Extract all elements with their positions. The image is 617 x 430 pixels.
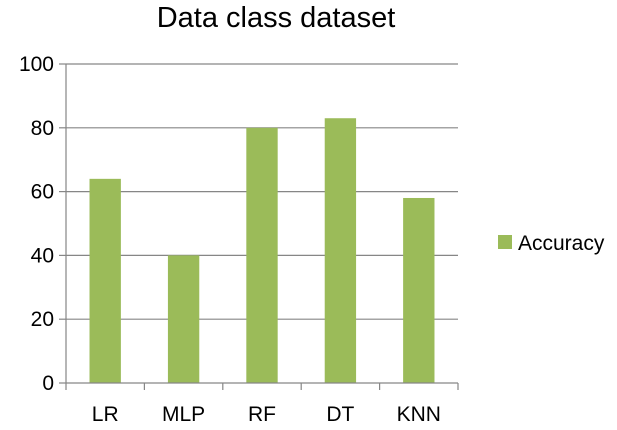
- y-tick-label-80: 80: [31, 117, 54, 140]
- chart-title: Data class dataset: [157, 2, 396, 34]
- legend-label-accuracy: Accuracy: [518, 232, 605, 255]
- bar-rf: [246, 127, 278, 383]
- y-tick-label-40: 40: [31, 244, 54, 267]
- bar-mlp: [167, 255, 200, 383]
- y-tick-label-0: 0: [42, 372, 54, 395]
- x-tick-label-knn: KNN: [397, 403, 441, 425]
- bars: [89, 118, 435, 383]
- x-axis-tick-labels: LR MLP RF DT KNN: [92, 403, 441, 426]
- x-tick-label-rf: RF: [248, 403, 276, 425]
- legend: Accuracy: [498, 232, 605, 255]
- x-tick-label-dt: DT: [326, 403, 354, 425]
- y-tick-label-100: 100: [19, 53, 54, 76]
- bar-knn: [403, 197, 435, 383]
- y-axis-tick-labels: 0 20 40 60 80 100: [19, 53, 54, 395]
- y-tick-label-20: 20: [31, 308, 54, 331]
- axes: [59, 63, 459, 390]
- y-tick-label-60: 60: [31, 181, 54, 204]
- x-tick-label-mlp: MLP: [162, 403, 205, 425]
- bar-dt: [324, 118, 357, 383]
- legend-swatch-accuracy: [498, 235, 512, 249]
- x-tick-label-lr: LR: [92, 403, 119, 425]
- bar-lr: [89, 178, 121, 383]
